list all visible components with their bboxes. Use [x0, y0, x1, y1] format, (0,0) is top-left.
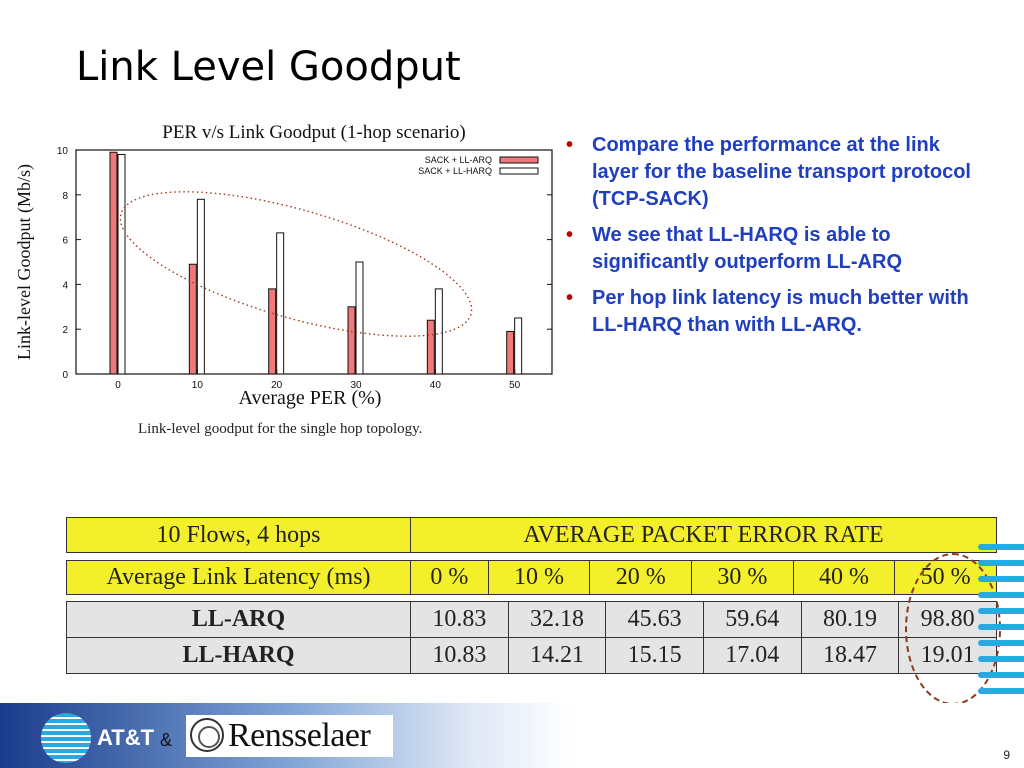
bar-ll-arq [347, 306, 356, 375]
column-header: 0 % [410, 560, 489, 595]
x-tick-label: 20 [271, 380, 283, 391]
bullet-item: • Compare the performance at the link lay… [566, 132, 986, 213]
legend-label: SACK + LL-ARQ [425, 155, 492, 165]
table-header-right: AVERAGE PACKET ERROR RATE [410, 517, 997, 553]
annotation-ellipse [119, 191, 473, 337]
y-axis-label: Link-level Goodput (Mb/s) [14, 164, 35, 360]
table-cell: 15.15 [605, 637, 704, 674]
x-tick-label: 50 [509, 380, 521, 391]
table-cell: 59.64 [702, 601, 802, 638]
latency-table-body: LL-ARQ 10.83 32.18 45.63 59.64 80.19 98.… [66, 601, 997, 674]
bar-ll-arq [426, 319, 435, 375]
table-cell: 14.21 [507, 637, 607, 674]
bar-ll-arq [109, 151, 118, 375]
row-label: LL-ARQ [66, 601, 411, 638]
rpi-seal-icon [190, 718, 224, 752]
x-tick-label: 0 [115, 380, 121, 391]
att-arc-decoration [978, 540, 1024, 700]
table-header-left: 10 Flows, 4 hops [66, 517, 411, 553]
bar-ll-harq [434, 288, 443, 375]
latency-table-header: 10 Flows, 4 hops AVERAGE PACKET ERROR RA… [66, 517, 997, 553]
page-number: 9 [1003, 748, 1010, 762]
x-axis-label: Average PER (%) [239, 387, 382, 409]
footer-ampersand: & [160, 730, 173, 750]
rensselaer-logo-text: Rensselaer [228, 717, 371, 754]
latency-table-columns: Average Link Latency (ms) 0 % 10 % 20 % … [66, 560, 997, 595]
table-cell: 10.83 [410, 601, 509, 638]
y-tick-label: 8 [62, 191, 68, 202]
column-header: 10 % [487, 560, 591, 595]
x-tick-label: 40 [430, 380, 442, 391]
bar-ll-harq [514, 317, 523, 375]
bar-ll-arq [506, 330, 515, 375]
bar-ll-arq [268, 288, 277, 375]
bullet-text: Per hop link latency is much better with… [592, 287, 969, 336]
bullet-dot-icon: • [566, 224, 574, 246]
column-header: 40 % [792, 560, 896, 595]
bullet-item: • Per hop link latency is much better wit… [566, 285, 986, 339]
att-globe-icon [41, 713, 91, 763]
table-cell: 98.80 [898, 601, 997, 638]
plot-frame [75, 149, 553, 375]
table-cell: 10.83 [410, 637, 509, 674]
bar-ll-harq [117, 153, 126, 375]
row-label: LL-HARQ [66, 637, 411, 674]
y-tick-label: 10 [57, 146, 69, 157]
table-cell: 32.18 [507, 601, 607, 638]
legend-label: SACK + LL-HARQ [418, 166, 492, 176]
table-row: LL-HARQ 10.83 14.21 15.15 17.04 18.47 19… [66, 637, 997, 674]
bar-ll-harq [276, 232, 285, 375]
column-header: 20 % [589, 560, 693, 595]
att-logo-text: AT&T [97, 725, 155, 750]
legend-swatch [499, 156, 539, 164]
table-cell: 18.47 [800, 637, 900, 674]
legend-swatch [499, 167, 539, 175]
rensselaer-logo: Rensselaer [186, 715, 393, 757]
chart-svg: PER v/s Link Goodput (1-hop scenario) 0 2 4… [14, 122, 553, 409]
bullet-dot-icon: • [566, 134, 574, 156]
bullet-list: • Compare the performance at the link lay… [566, 132, 986, 348]
y-tick-label: 4 [62, 280, 68, 291]
footer-band [0, 703, 1024, 768]
table-cell: 45.63 [605, 601, 704, 638]
table-row-label: Average Link Latency (ms) [66, 560, 411, 595]
table-cell: 80.19 [800, 601, 900, 638]
bullet-dot-icon: • [566, 287, 574, 309]
chart-title: PER v/s Link Goodput (1-hop scenario) [162, 122, 465, 143]
goodput-chart: PER v/s Link Goodput (1-hop scenario) 0 2 4… [0, 112, 560, 442]
table-cell: 17.04 [702, 637, 802, 674]
bullet-text: We see that LL-HARQ is able to significa… [592, 224, 902, 273]
bar-ll-harq [355, 261, 364, 375]
table-cell: 19.01 [898, 637, 997, 674]
slide-title: Link Level Goodput [76, 44, 461, 90]
x-tick-label: 30 [350, 380, 362, 391]
chart-caption: Link-level goodput for the single hop to… [138, 421, 423, 437]
column-header: 30 % [691, 560, 794, 595]
bullet-text: Compare the performance at the link laye… [592, 134, 971, 210]
y-tick-label: 0 [62, 370, 68, 381]
x-tick-label: 10 [192, 380, 204, 391]
bullet-item: • We see that LL-HARQ is able to signific… [566, 222, 986, 276]
y-tick-label: 6 [62, 236, 68, 247]
y-tick-label: 2 [62, 325, 68, 336]
table-row: LL-ARQ 10.83 32.18 45.63 59.64 80.19 98.… [66, 601, 997, 638]
bar-ll-arq [188, 263, 197, 375]
